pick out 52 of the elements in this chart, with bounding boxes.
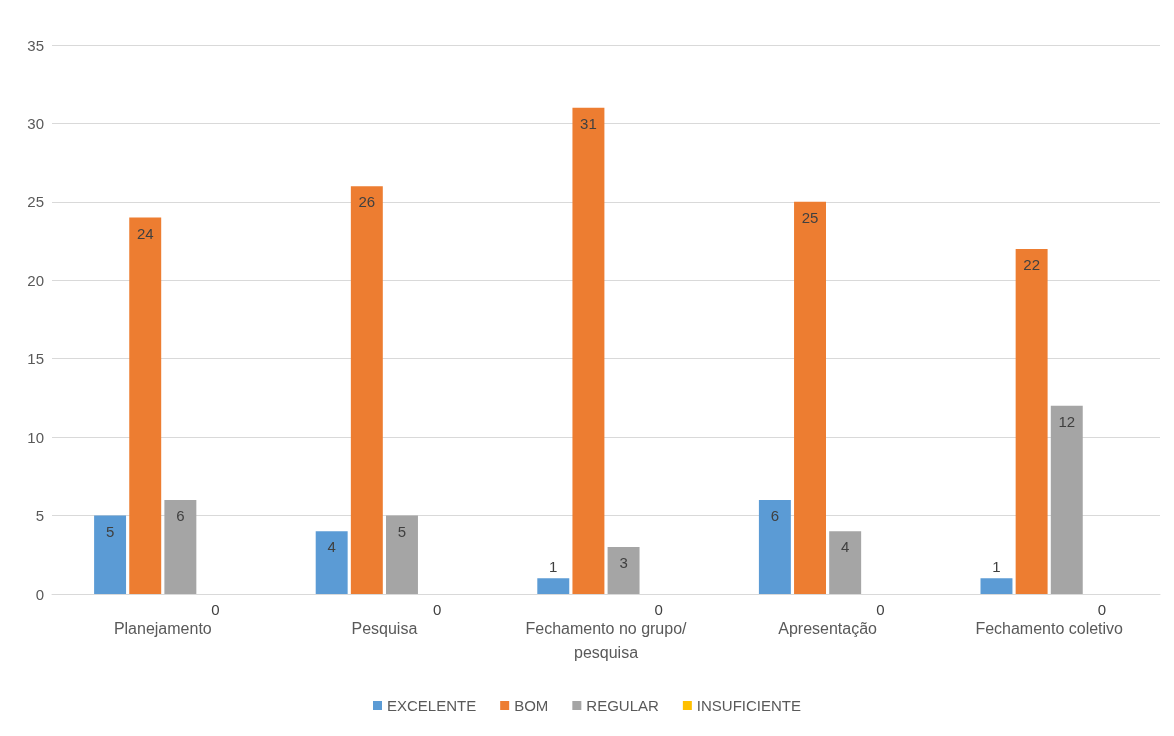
y-tick-label: 10: [27, 428, 44, 446]
bar: [164, 499, 197, 594]
y-tick-label: 20: [27, 271, 44, 289]
x-tick-label: Fechamento coletivo: [975, 619, 1124, 637]
y-tick-label: 30: [27, 114, 44, 132]
data-label: 0: [432, 601, 442, 618]
legend-label: INSUFICIENTE: [696, 697, 802, 714]
data-label: 0: [1097, 601, 1107, 618]
bar: [129, 217, 162, 594]
bar: [607, 546, 640, 594]
data-label: 0: [654, 601, 663, 618]
legend-label: BOM: [514, 697, 549, 714]
y-tick-label: 15: [27, 350, 44, 368]
bar: [350, 186, 383, 594]
data-label: 1: [549, 558, 558, 576]
bar: [572, 107, 605, 594]
data-label: 3: [619, 553, 628, 571]
x-tick-label: Planejamento: [113, 619, 212, 637]
data-label: 31: [580, 114, 597, 132]
bar: [315, 531, 348, 594]
bar: [980, 578, 1013, 594]
data-label: 6: [770, 506, 780, 524]
bar: [386, 515, 418, 594]
y-tick-label: 25: [27, 193, 44, 211]
data-label: 22: [1023, 255, 1040, 273]
bar: [1050, 405, 1083, 594]
data-label: 0: [876, 601, 885, 618]
legend-label: REGULAR: [586, 697, 660, 714]
bar: [829, 531, 862, 594]
data-label: 26: [358, 193, 376, 211]
data-label: 0: [211, 601, 220, 618]
data-label: 4: [327, 538, 336, 556]
data-label: 5: [105, 522, 115, 540]
bar: [537, 578, 570, 594]
x-tick-label: Apresentação: [778, 619, 878, 637]
bar: [758, 499, 791, 594]
data-label: 24: [136, 224, 154, 242]
legend-label: EXCELENTE: [386, 697, 477, 714]
bar: [94, 515, 127, 594]
y-tick-label: 0: [35, 585, 44, 603]
data-label: 25: [801, 208, 819, 226]
x-tick-label: Pesquisa: [351, 619, 418, 637]
x-tick-label: Fechamento no grupo/pesquisa: [525, 619, 688, 661]
y-tick-label: 5: [35, 507, 44, 525]
data-label: 6: [176, 506, 185, 524]
y-tick-label: 35: [27, 36, 44, 54]
data-label: 4: [841, 538, 850, 556]
data-label: 12: [1058, 412, 1076, 430]
data-label: 1: [992, 558, 1001, 576]
bar: [794, 201, 826, 594]
bar: [1015, 248, 1048, 594]
data-label: 5: [397, 522, 407, 540]
